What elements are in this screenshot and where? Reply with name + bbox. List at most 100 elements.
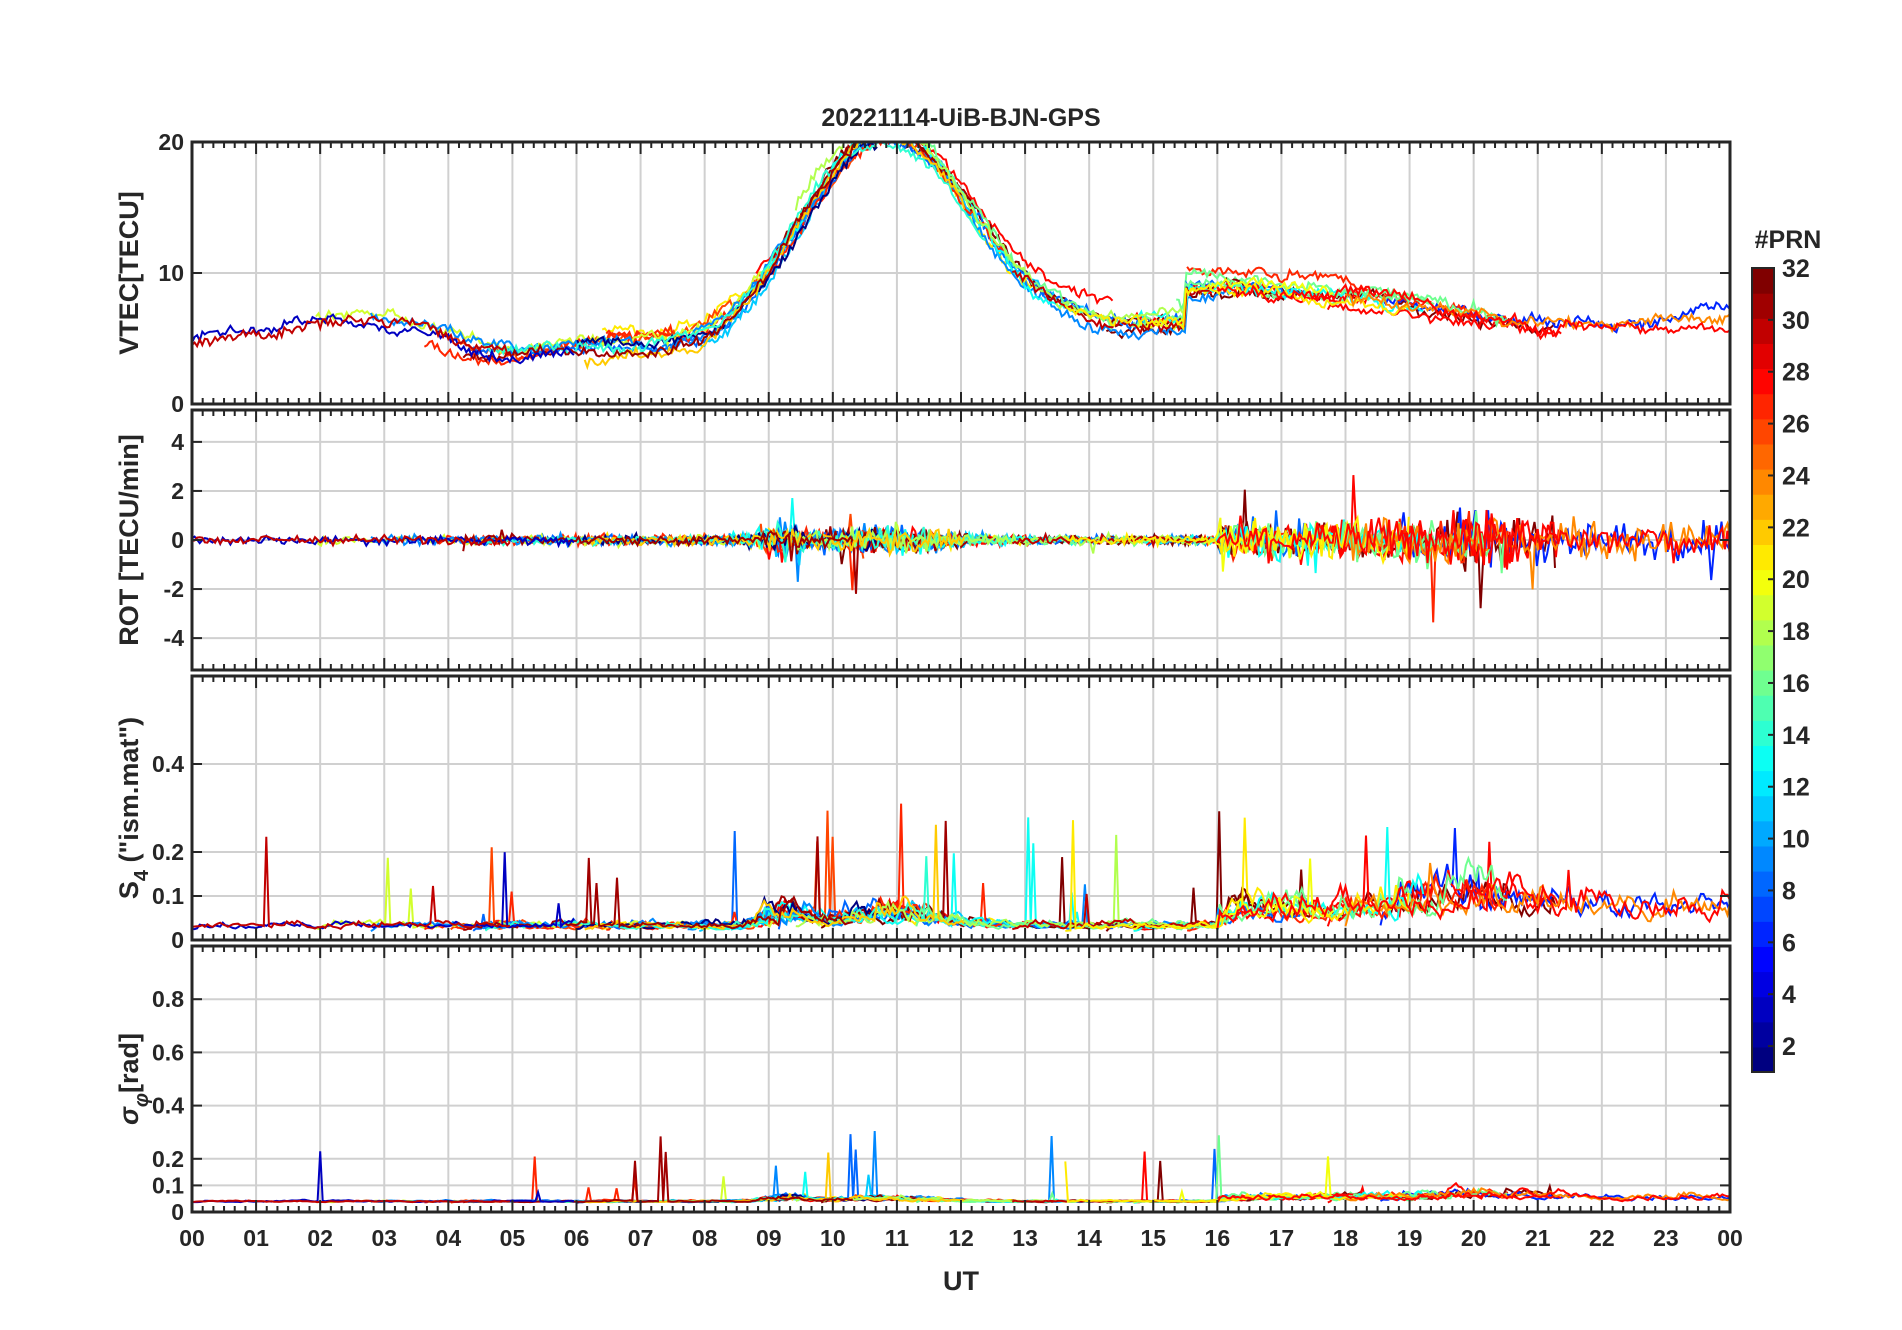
- x-tick-label: 13: [1012, 1225, 1038, 1251]
- series-line-prn-31: [463, 857, 853, 931]
- colorbar-tick-label: 28: [1782, 359, 1810, 387]
- colorbar-segment: [1752, 795, 1774, 822]
- colorbar-segment: [1752, 393, 1774, 420]
- series-line-prn-30: [192, 1199, 510, 1204]
- x-tick-label: 02: [307, 1225, 333, 1251]
- x-tick-label: 15: [1140, 1225, 1166, 1251]
- y-axis-label-main: S: [114, 881, 144, 899]
- colorbar-segment: [1752, 845, 1774, 872]
- traces: [192, 142, 1730, 371]
- y-tick-label: 0.8: [152, 986, 184, 1012]
- colorbar-tick-label: 2: [1782, 1033, 1796, 1061]
- panel-vtec: 0 10 20 VTEC[TECU]: [114, 129, 1732, 417]
- series-line-prn-30: [1012, 269, 1210, 336]
- x-tick-label: 16: [1205, 1225, 1231, 1251]
- colorbar-tick-label: 14: [1782, 722, 1810, 750]
- x-tick-label: 22: [1589, 1225, 1615, 1251]
- x-tick-label: 04: [436, 1225, 462, 1251]
- traces: [192, 475, 1730, 623]
- colorbar-segment: [1752, 368, 1774, 395]
- colorbar-tick-label: 10: [1782, 826, 1810, 854]
- x-tick-label: 10: [820, 1225, 846, 1251]
- traces: [192, 1130, 1730, 1204]
- x-tick-label: 00: [179, 1225, 205, 1251]
- colorbar-frame: [1751, 267, 1775, 1073]
- series-line-prn-30: [192, 533, 511, 548]
- series-line-prn-28: [1216, 509, 1730, 570]
- y-tick-label: 0: [171, 1199, 184, 1225]
- x-tick-label: 12: [948, 1225, 974, 1251]
- series-line-prn-20: [1133, 858, 1334, 931]
- series-line-prn-6: [1379, 296, 1730, 334]
- colorbar-tick-label: 32: [1782, 255, 1810, 283]
- y-tick-label: 0: [171, 391, 184, 417]
- x-axis-label: UT: [943, 1266, 979, 1296]
- colorbar-segment: [1752, 318, 1774, 344]
- y-axis-label-unit: ("ism.mat"): [114, 717, 144, 870]
- series-line-prn-16: [1176, 855, 1508, 931]
- series-line-prn-31: [462, 529, 854, 562]
- series-line-prn-30: [192, 314, 511, 356]
- colorbar-segment: [1752, 469, 1774, 495]
- series-line-prn-28: [1216, 1187, 1730, 1204]
- colorbar-tick-label: 18: [1782, 618, 1810, 646]
- series-line-prn-30: [192, 836, 511, 930]
- y-tick-label: 0.4: [152, 751, 184, 777]
- colorbar-segment: [1752, 343, 1774, 370]
- series-line-prn-24: [1344, 516, 1730, 590]
- y-tick-label: 2: [171, 478, 184, 504]
- colorbar-tick-label: 4: [1782, 981, 1796, 1009]
- series-line-prn-21: [1064, 281, 1410, 331]
- colorbar-segment: [1752, 871, 1774, 897]
- panel-sigma_phi: 00.10.2 0.4 0.6 0.8 σφ[rad]: [114, 944, 1732, 1225]
- colorbar-segment: [1752, 644, 1774, 671]
- colorbar-segment: [1752, 745, 1774, 772]
- colorbar-tick-label: 12: [1782, 774, 1810, 802]
- colorbar-segment: [1752, 971, 1774, 998]
- colorbar-segment: [1752, 1021, 1774, 1048]
- y-tick-label: 0.6: [152, 1039, 184, 1065]
- traces: [192, 803, 1730, 932]
- colorbar-segment: [1752, 594, 1774, 621]
- x-tick-label: 09: [756, 1225, 782, 1251]
- colorbar-segment: [1752, 443, 1774, 470]
- x-tick-label: 18: [1333, 1225, 1359, 1251]
- y-axis-label: VTEC[TECU]: [114, 191, 144, 355]
- x-tick-label: 19: [1397, 1225, 1423, 1251]
- panel-s4: 00.10.20.4S4 ("ism.mat"): [114, 674, 1732, 953]
- y-axis-label-subscript: 4: [131, 869, 153, 881]
- series-line-prn-24: [1345, 1187, 1730, 1202]
- series-line-prn-31: [462, 144, 854, 364]
- x-tick-label: 23: [1653, 1225, 1679, 1251]
- colorbar-segment: [1752, 695, 1774, 721]
- colorbar-segment: [1752, 896, 1774, 922]
- series-line-prn-20: [1133, 276, 1334, 331]
- x-tick-label: 00: [1717, 1225, 1743, 1251]
- series-line-prn-28: [1216, 835, 1730, 931]
- colorbar-tick-label: 22: [1782, 514, 1810, 542]
- colorbar-segment: [1752, 921, 1774, 947]
- colorbar-tick-label: 20: [1782, 566, 1810, 594]
- y-axis-label-subscript: φ: [131, 1093, 153, 1107]
- series-line-prn-27: [1186, 266, 1509, 324]
- x-tick-label: 11: [885, 1225, 910, 1251]
- y-axis-label: ROT [TECU/min]: [114, 434, 144, 645]
- series-line-prn-22: [584, 824, 965, 931]
- series-line-prn-28: [1326, 302, 1562, 341]
- x-tick-label: 06: [564, 1225, 590, 1251]
- y-axis-label: S4 ("ism.mat"): [114, 717, 153, 899]
- colorbar-segment: [1752, 770, 1774, 797]
- x-axis-ticks: 00 01 02 03 04 05 06 07 08 09 10 11 12 13 14 15 16 17 18 19…: [179, 1225, 1743, 1251]
- y-tick-label: 0.1: [152, 1172, 184, 1198]
- series-line-prn-1: [577, 895, 878, 930]
- y-tick-label: 0: [171, 927, 184, 953]
- colorbar-segment: [1752, 619, 1774, 646]
- colorbar-title: #PRN: [1755, 226, 1822, 254]
- x-tick-label: 08: [692, 1225, 718, 1251]
- y-tick-label: 0.2: [152, 839, 184, 865]
- y-tick-label: 4: [171, 429, 184, 455]
- y-axis-label: σφ[rad]: [114, 1033, 153, 1125]
- x-tick-label: 21: [1525, 1225, 1551, 1251]
